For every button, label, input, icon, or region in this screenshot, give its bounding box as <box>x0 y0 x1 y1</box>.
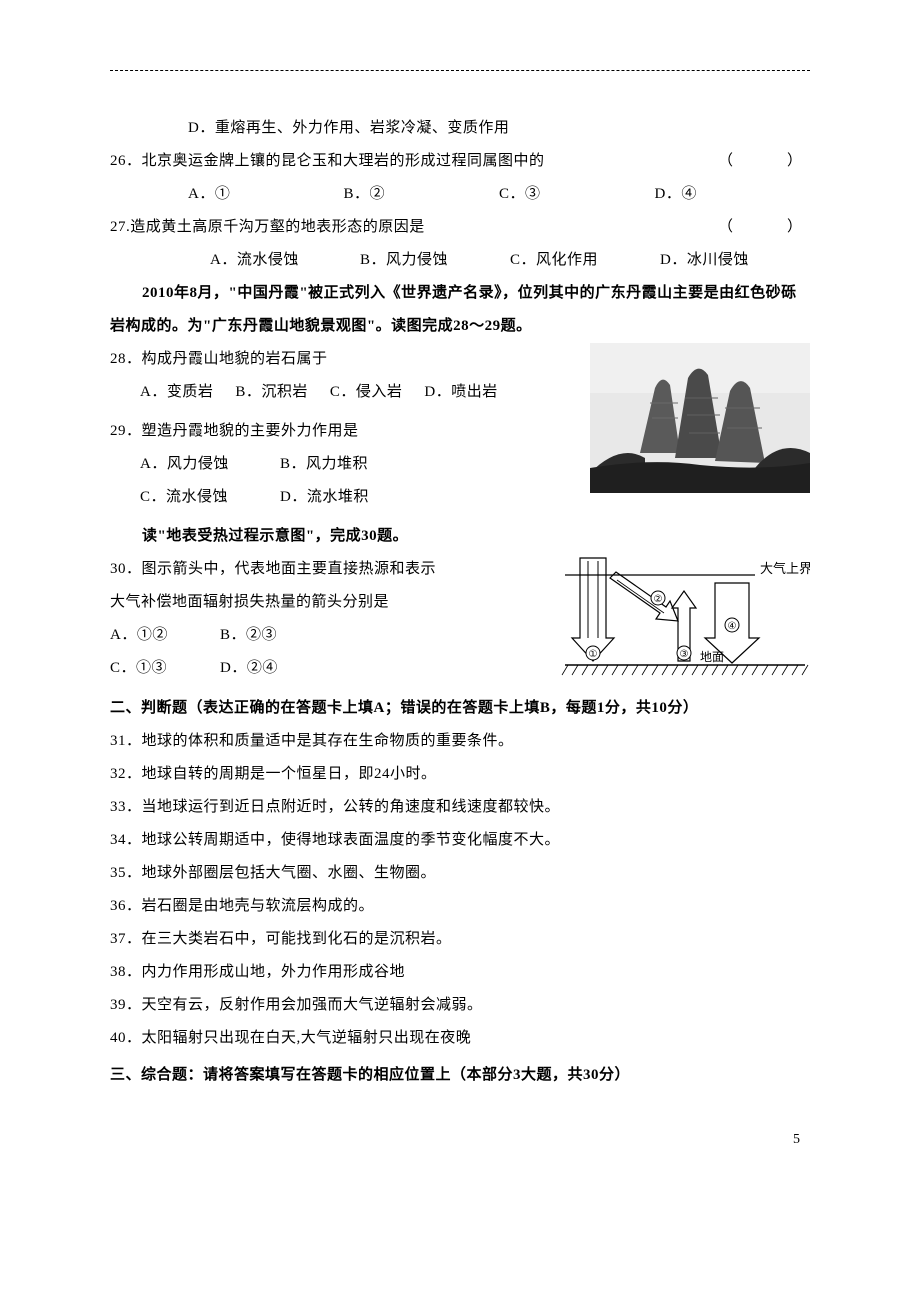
q28-stem: 28．构成丹霞山地貌的岩石属于 <box>110 343 578 376</box>
q29-opt-b: B．风力堆积 <box>280 448 368 481</box>
q28-opt-c: C．侵入岩 <box>330 376 403 409</box>
heat-circle-2: ② <box>654 594 663 605</box>
tf-32: 32．地球自转的周期是一个恒星日，即24小时。 <box>110 758 810 791</box>
q30-block: 30．图示箭头中，代表地面主要直接热源和表示 大气补偿地面辐射损失热量的箭头分别… <box>110 553 810 688</box>
q26-stem-row: 26．北京奥运金牌上镶的昆仑玉和大理岩的形成过程同属图中的 （ ） <box>110 145 810 178</box>
section2-title: 二、判断题（表达正确的在答题卡上填A；错误的在答题卡上填B，每题1分，共10分） <box>110 692 810 725</box>
q27-opt-c: C．风化作用 <box>510 244 660 277</box>
q26-opt-a: A．① <box>188 178 344 211</box>
q29-opt-c: C．流水侵蚀 <box>140 481 280 514</box>
tf-36: 36．岩石圈是由地壳与软流层构成的。 <box>110 890 810 923</box>
tf-35: 35．地球外部圈层包括大气圈、水圈、生物圈。 <box>110 857 810 890</box>
q26-options: A．① B．② C．③ D．④ <box>110 178 810 211</box>
heat-circle-3: ③ <box>680 649 689 660</box>
q29-opt-a: A．风力侵蚀 <box>140 448 280 481</box>
heat-passage: 读"地表受热过程示意图"，完成30题。 <box>110 520 810 553</box>
tf-34: 34．地球公转周期适中，使得地球表面温度的季节变化幅度不大。 <box>110 824 810 857</box>
q30-options-r2: C．①③ D．②④ <box>110 652 548 685</box>
tf-39: 39．天空有云，反射作用会加强而大气逆辐射会减弱。 <box>110 989 810 1022</box>
q27-stem-row: 27.造成黄土高原千沟万壑的地表形态的原因是 （ ） <box>110 211 810 244</box>
q30-stem-l2: 大气补偿地面辐射损失热量的箭头分别是 <box>110 586 548 619</box>
q30-opt-a: A．①② <box>110 619 220 652</box>
prev-option-d: D．重熔再生、外力作用、岩浆冷凝、变质作用 <box>110 112 810 145</box>
q27-options: A．流水侵蚀 B．风力侵蚀 C．风化作用 D．冰川侵蚀 <box>110 244 810 277</box>
page-number: 5 <box>110 1132 810 1148</box>
q29-opt-d: D．流水堆积 <box>280 481 369 514</box>
tf-40: 40．太阳辐射只出现在白天,大气逆辐射只出现在夜晚 <box>110 1022 810 1055</box>
section3-title: 三、综合题：请将答案填写在答题卡的相应位置上（本部分3大题，共30分） <box>110 1059 810 1092</box>
header-divider <box>110 70 810 72</box>
q29-options-r2: C．流水侵蚀 D．流水堆积 <box>110 481 578 514</box>
heat-label-top: 大气上界 <box>760 561 810 576</box>
q29-options-r1: A．风力侵蚀 B．风力堆积 <box>110 448 578 481</box>
tf-31: 31．地球的体积和质量适中是其存在生命物质的重要条件。 <box>110 725 810 758</box>
q28-opt-d: D．喷出岩 <box>424 376 497 409</box>
q27-opt-a: A．流水侵蚀 <box>210 244 360 277</box>
tf-37: 37．在三大类岩石中，可能找到化石的是沉积岩。 <box>110 923 810 956</box>
q30-options-r1: A．①② B．②③ <box>110 619 548 652</box>
danxia-photo <box>590 343 810 493</box>
q27-opt-d: D．冰川侵蚀 <box>660 244 810 277</box>
q28-29-block: 28．构成丹霞山地貌的岩石属于 A．变质岩 B．沉积岩 C．侵入岩 D．喷出岩 … <box>110 343 810 514</box>
q26-opt-d: D．④ <box>655 178 811 211</box>
heat-circle-1: ① <box>589 649 598 660</box>
q27-opt-b: B．风力侵蚀 <box>360 244 510 277</box>
tf-33: 33．当地球运行到近日点附近时，公转的角速度和线速度都较快。 <box>110 791 810 824</box>
heat-circle-4: ④ <box>728 621 737 632</box>
q29-stem: 29．塑造丹霞地貌的主要外力作用是 <box>110 415 578 448</box>
tf-38: 38．内力作用形成山地，外力作用形成谷地 <box>110 956 810 989</box>
q28-options: A．变质岩 B．沉积岩 C．侵入岩 D．喷出岩 <box>110 376 578 409</box>
q26-paren: （ ） <box>718 145 810 178</box>
heat-diagram: ① ② ③ ④ 大气上界 地面 <box>560 553 810 688</box>
q30-opt-b: B．②③ <box>220 619 277 652</box>
danxia-passage: 2010年8月，"中国丹霞"被正式列入《世界遗产名录》，位列其中的广东丹霞山主要… <box>110 277 810 343</box>
q26-stem: 26．北京奥运金牌上镶的昆仑玉和大理岩的形成过程同属图中的 <box>110 153 545 169</box>
q28-opt-b: B．沉积岩 <box>235 376 308 409</box>
q28-opt-a: A．变质岩 <box>140 376 213 409</box>
q26-opt-c: C．③ <box>499 178 655 211</box>
q30-opt-c: C．①③ <box>110 652 220 685</box>
q27-paren: （ ） <box>718 211 810 244</box>
heat-label-ground: 地面 <box>700 650 724 664</box>
q30-stem-l1: 30．图示箭头中，代表地面主要直接热源和表示 <box>110 553 548 586</box>
q26-opt-b: B．② <box>344 178 500 211</box>
q27-stem: 27.造成黄土高原千沟万壑的地表形态的原因是 <box>110 219 425 235</box>
q30-opt-d: D．②④ <box>220 652 278 685</box>
